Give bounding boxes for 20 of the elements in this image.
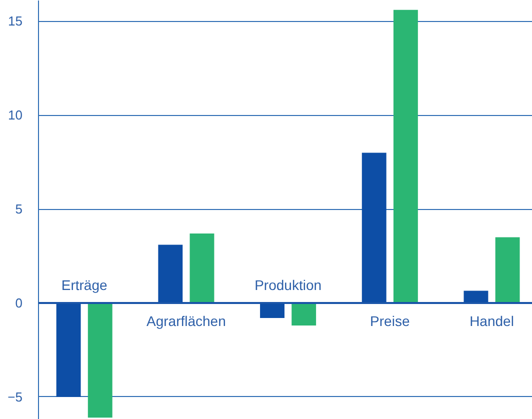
y-tick-label: 0	[15, 296, 23, 311]
x-tick-label: Produktion	[254, 277, 322, 294]
x-tick-label: Handel	[470, 313, 514, 330]
x-tick-label: Preise	[370, 313, 410, 330]
bar	[292, 303, 316, 326]
y-tick-label: 15	[8, 14, 23, 29]
x-tick-label: Erträge	[61, 277, 108, 294]
bar	[393, 10, 418, 304]
bar	[495, 237, 520, 304]
y-tick-label: −5	[8, 389, 23, 404]
bar	[190, 233, 214, 304]
bar	[464, 290, 488, 304]
y-tick-label: 5	[15, 202, 23, 217]
y-tick-label: 10	[8, 108, 23, 123]
bar	[362, 152, 386, 304]
bar	[158, 244, 183, 304]
bar	[56, 303, 81, 397]
x-tick-label: Agrarflächen	[146, 313, 226, 330]
bar	[260, 303, 284, 318]
bar	[88, 303, 112, 418]
